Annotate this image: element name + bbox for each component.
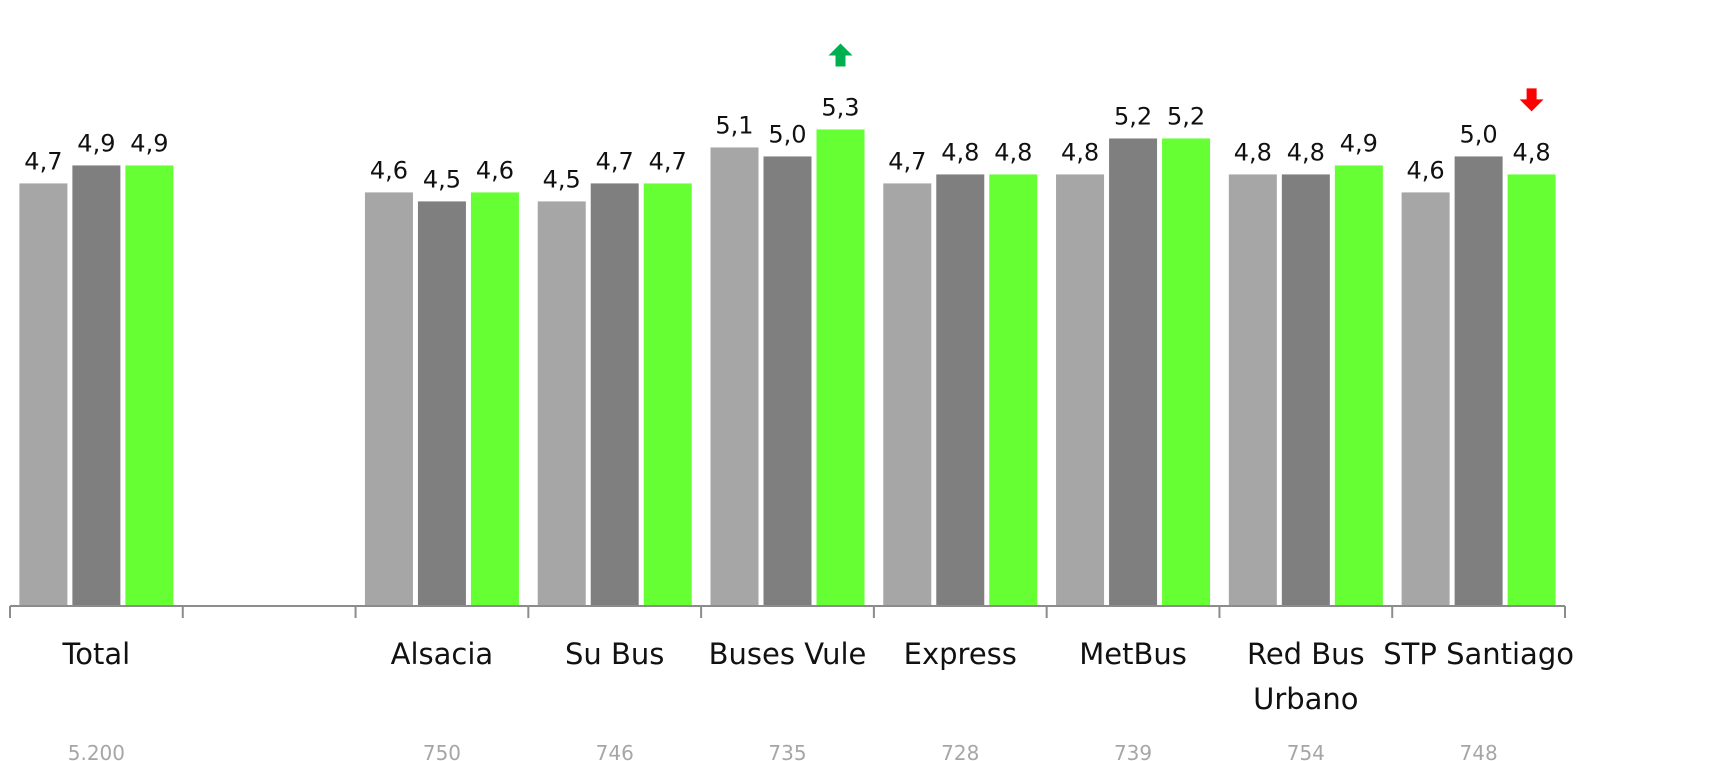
data-label: 5,2 <box>1167 102 1205 130</box>
bar <box>1056 174 1105 606</box>
bar <box>537 201 586 606</box>
bar <box>816 129 865 606</box>
bar <box>763 156 812 606</box>
data-label: 4,7 <box>24 147 62 175</box>
sample-size-label: 739 <box>1114 741 1152 761</box>
x-tick-label: Su Bus <box>565 637 664 671</box>
sample-size-label: 746 <box>596 741 634 761</box>
data-label: 4,8 <box>1234 138 1272 166</box>
data-label: 4,6 <box>370 156 408 184</box>
data-label: 4,7 <box>888 147 926 175</box>
bar <box>989 174 1038 606</box>
data-label: 4,8 <box>1061 138 1099 166</box>
data-label: 4,5 <box>423 165 461 193</box>
arrow-down-icon <box>1519 88 1544 112</box>
data-label: 4,5 <box>543 165 581 193</box>
bar <box>1228 174 1277 606</box>
x-tick-label: Express <box>904 637 1017 671</box>
bar <box>643 183 692 606</box>
x-tick-label: Red Bus Urbano <box>1247 637 1365 716</box>
x-tick-label: Total <box>62 637 131 671</box>
data-label: 4,9 <box>77 129 115 157</box>
bar <box>1281 174 1330 606</box>
bar <box>1109 138 1158 606</box>
data-label: 5,3 <box>821 93 859 121</box>
bar <box>936 174 985 606</box>
data-label: 5,0 <box>1460 120 1498 148</box>
bar <box>470 192 519 606</box>
data-label: 5,1 <box>715 111 753 139</box>
sample-size-label: 750 <box>423 741 461 761</box>
bar <box>1507 174 1556 606</box>
data-label: 4,9 <box>130 129 168 157</box>
sample-size-label: 728 <box>941 741 979 761</box>
bar <box>364 192 413 606</box>
data-label: 5,0 <box>768 120 806 148</box>
sample-size-label: 5.200 <box>68 741 125 761</box>
data-label: 4,8 <box>994 138 1032 166</box>
bar <box>883 183 932 606</box>
x-tick-label: STP Santiago <box>1383 637 1574 671</box>
data-label: 4,7 <box>649 147 687 175</box>
sample-size-label: 754 <box>1287 741 1325 761</box>
x-tick-label: MetBus <box>1079 637 1187 671</box>
data-label: 4,7 <box>596 147 634 175</box>
bar <box>125 165 174 606</box>
data-label: 5,2 <box>1114 102 1152 130</box>
bar <box>1454 156 1503 606</box>
data-label: 4,8 <box>1287 138 1325 166</box>
bar <box>19 183 68 606</box>
bar <box>590 183 639 606</box>
sample-size-label: 735 <box>768 741 806 761</box>
data-label: 4,8 <box>941 138 979 166</box>
x-tick-label: Buses Vule <box>709 637 867 671</box>
bar <box>710 147 759 606</box>
bar <box>1162 138 1211 606</box>
bar <box>417 201 466 606</box>
data-label: 4,8 <box>1513 138 1551 166</box>
sample-size-label: 748 <box>1460 741 1498 761</box>
bar <box>1334 165 1383 606</box>
data-label: 4,6 <box>476 156 514 184</box>
data-label: 4,9 <box>1340 129 1378 157</box>
bar <box>72 165 121 606</box>
bar <box>1401 192 1450 606</box>
arrow-up-icon <box>828 43 853 67</box>
data-label: 4,6 <box>1407 156 1445 184</box>
x-tick-label: Alsacia <box>391 637 494 671</box>
